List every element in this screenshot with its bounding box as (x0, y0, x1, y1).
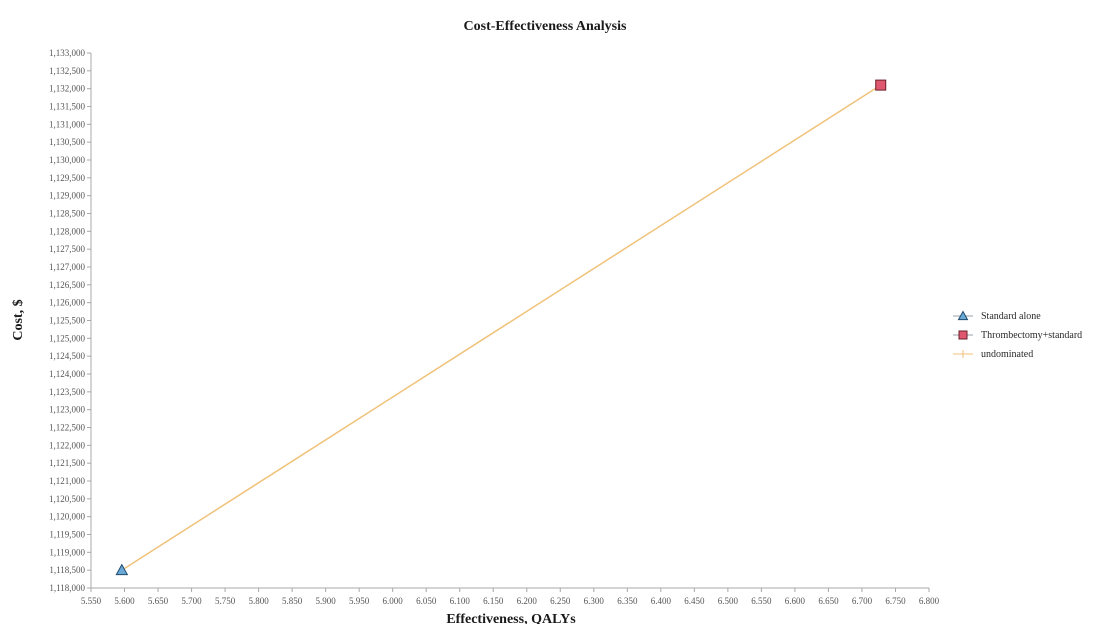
series-points (115, 79, 887, 576)
point-standard-alone (115, 563, 129, 576)
x-tick-label: 5.800 (248, 596, 269, 606)
y-tick-label: 1,123,000 (49, 405, 86, 415)
legend-item: Thrombectomy+standard (953, 330, 1082, 341)
legend-label: undominated (981, 349, 1033, 360)
y-tick-label: 1,124,000 (49, 369, 86, 379)
triangle-icon (957, 310, 969, 321)
y-tick-label: 1,122,000 (49, 440, 86, 450)
x-tick-label: 5.950 (349, 596, 370, 606)
x-tick-label: 6.150 (483, 596, 504, 606)
y-tick-label: 1,118,000 (49, 583, 85, 593)
square-icon (958, 330, 968, 340)
x-tick-label: 5.750 (215, 596, 236, 606)
y-tick-label: 1,132,000 (49, 84, 86, 94)
legend-label: Standard alone (981, 311, 1041, 322)
y-tick-label: 1,118,500 (49, 565, 85, 575)
x-tick-label: 5.550 (81, 596, 102, 606)
chart-title: Cost-Effectiveness Analysis (464, 19, 627, 34)
x-tick-label: 6.650 (818, 596, 839, 606)
x-axis-ticks: 5.550 5.600 5.650 5.700 5.750 5.800 5.850 5.900… (81, 588, 940, 606)
x-tick-label: 6.050 (416, 596, 437, 606)
y-tick-label: 1,131,500 (49, 102, 86, 112)
y-tick-label: 1,123,500 (49, 387, 86, 397)
y-tick-label: 1,129,500 (49, 173, 86, 183)
y-axis-ticks: 1,118,000 1,118,500 1,119,000 1,119,500 1,12… (49, 48, 91, 593)
x-tick-label: 6.200 (517, 596, 538, 606)
y-tick-label: 1,124,500 (49, 351, 86, 361)
y-tick-label: 1,127,000 (49, 262, 86, 272)
x-tick-label: 6.750 (885, 596, 906, 606)
y-axis-label: Cost, $ (11, 299, 26, 340)
x-tick-label: 6.800 (919, 596, 940, 606)
y-tick-label: 1,122,500 (49, 423, 86, 433)
point-thrombectomy-standard (875, 79, 887, 91)
x-tick-label: 6.300 (584, 596, 605, 606)
x-tick-label: 6.000 (383, 596, 404, 606)
x-tick-label: 6.350 (617, 596, 638, 606)
x-tick-label: 6.550 (751, 596, 772, 606)
series-lines (121, 84, 882, 571)
x-tick-label: 5.700 (181, 596, 202, 606)
y-tick-label: 1,119,000 (49, 547, 85, 557)
y-tick-label: 1,132,500 (49, 66, 86, 76)
x-tick-label: 6.100 (450, 596, 471, 606)
x-tick-label: 6.700 (852, 596, 873, 606)
y-tick-label: 1,125,500 (49, 316, 86, 326)
y-tick-label: 1,129,000 (49, 191, 86, 201)
chart-legend: Standard alone Thrombectomy+standard undom… (953, 310, 1082, 360)
y-tick-label: 1,121,500 (49, 458, 86, 468)
y-tick-label: 1,133,000 (49, 48, 86, 58)
x-axis-label: Effectiveness, QALYs (446, 612, 576, 624)
y-tick-label: 1,128,000 (49, 226, 86, 236)
y-tick-label: 1,128,500 (49, 209, 86, 219)
x-tick-label: 6.250 (550, 596, 571, 606)
x-tick-label: 5.900 (316, 596, 337, 606)
x-tick-label: 5.600 (114, 596, 135, 606)
x-tick-label: 5.650 (148, 596, 169, 606)
y-tick-label: 1,125,000 (49, 333, 86, 343)
undominated-frontier-line (121, 84, 882, 571)
x-tick-label: 6.600 (785, 596, 806, 606)
y-tick-label: 1,127,500 (49, 244, 86, 254)
y-tick-label: 1,120,000 (49, 512, 86, 522)
legend-label: Thrombectomy+standard (981, 330, 1082, 341)
x-tick-label: 6.500 (718, 596, 739, 606)
y-tick-label: 1,130,000 (49, 155, 86, 165)
x-tick-label: 5.850 (282, 596, 303, 606)
y-tick-label: 1,119,500 (49, 530, 85, 540)
y-tick-label: 1,121,000 (49, 476, 86, 486)
legend-item: undominated (953, 349, 1033, 360)
x-tick-label: 6.450 (684, 596, 705, 606)
y-tick-label: 1,126,500 (49, 280, 86, 290)
y-tick-label: 1,126,000 (49, 298, 86, 308)
legend-item: Standard alone (953, 310, 1041, 322)
y-tick-label: 1,130,500 (49, 137, 86, 147)
y-tick-label: 1,120,500 (49, 494, 86, 504)
x-tick-label: 6.400 (651, 596, 672, 606)
y-tick-label: 1,131,000 (49, 119, 86, 129)
